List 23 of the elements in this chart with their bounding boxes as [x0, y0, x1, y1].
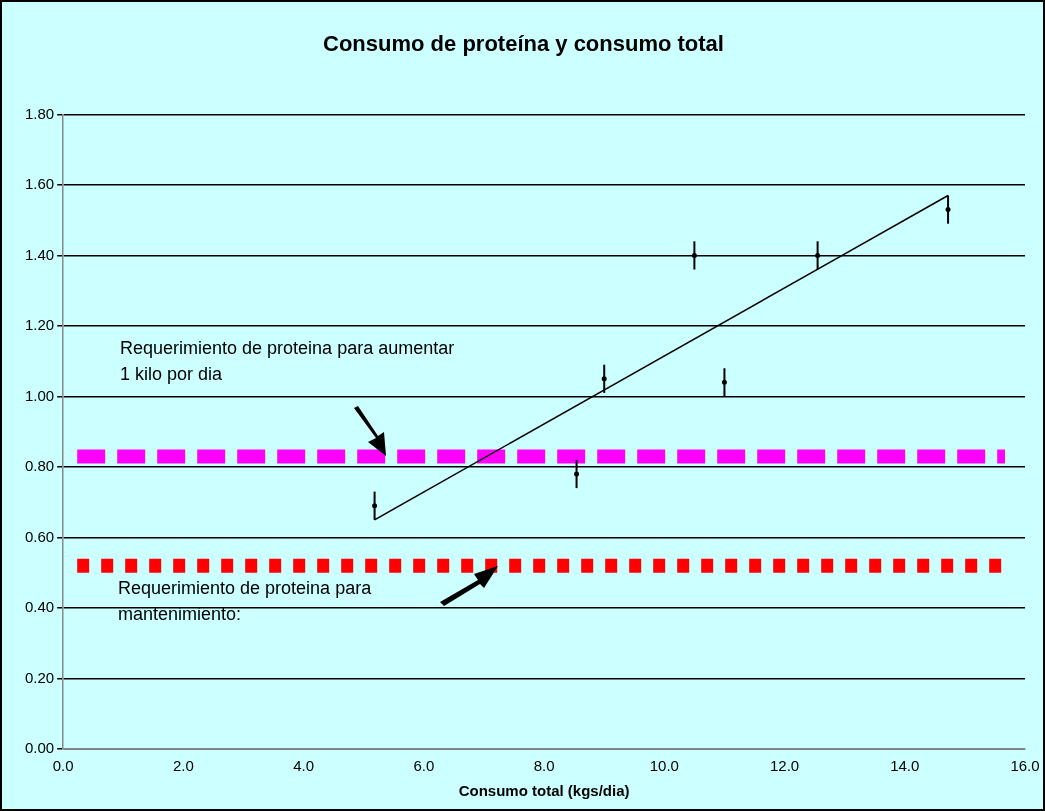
x-axis-title: Consumo total (kgs/dia): [458, 782, 630, 800]
y-tick-label: 0.00: [24, 739, 55, 757]
annotation: Requerimiento de proteina para mantenimiento:: [118, 577, 373, 626]
x-tick-label: 8.0: [533, 757, 555, 775]
chart-title: Consumo de proteína y consumo total: [323, 31, 724, 57]
x-tick-label: 4.0: [293, 757, 315, 775]
x-tick-label: 12.0: [769, 757, 800, 775]
y-tick-label: 0.40: [24, 598, 55, 616]
y-tick-label: 1.40: [24, 245, 55, 263]
x-tick-label: 14.0: [890, 757, 920, 775]
y-tick-label: 1.20: [24, 316, 55, 334]
y-tick-label: 0.20: [24, 668, 55, 686]
annotation: Requerimiento de proteina para aumentar 1 kilo por dia: [120, 337, 456, 386]
x-tick-label: 0.0: [52, 757, 74, 775]
y-tick-label: 0.80: [24, 457, 55, 475]
y-tick-label: 1.00: [24, 386, 55, 404]
x-tick-label: 2.0: [172, 757, 194, 775]
y-tick-label: 0.60: [24, 527, 55, 545]
x-tick-label: 6.0: [413, 757, 435, 775]
y-tick-label: 1.60: [24, 175, 55, 193]
x-tick-label: 16.0: [1010, 757, 1040, 775]
x-tick-label: 10.0: [649, 757, 679, 775]
y-tick-label: 1.80: [24, 104, 55, 122]
